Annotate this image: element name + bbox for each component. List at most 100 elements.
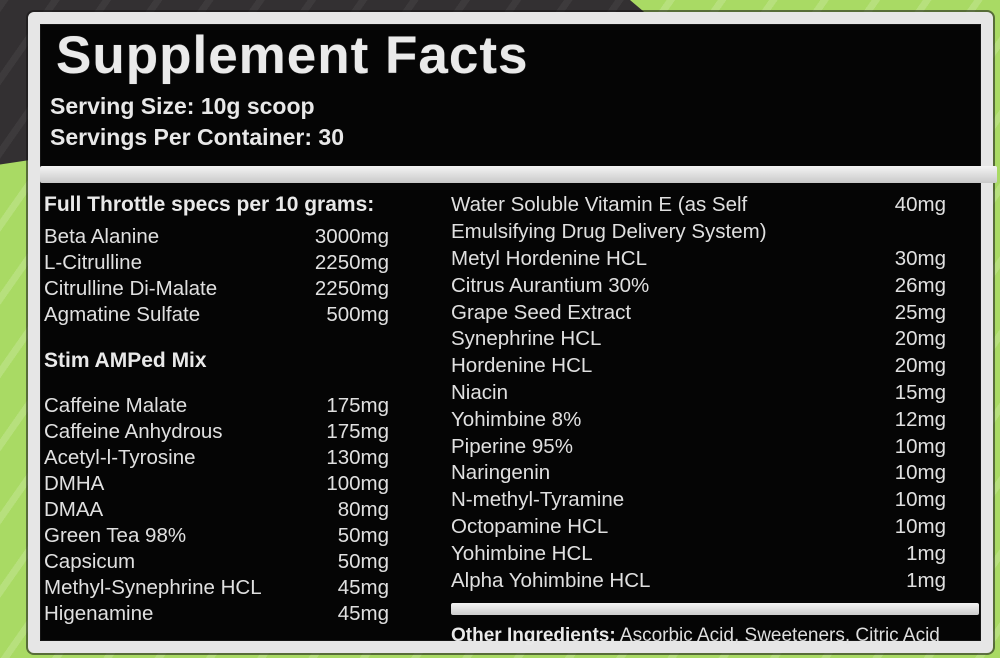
ingredient-amount: 2250mg bbox=[314, 251, 389, 275]
table-row: Citrus Aurantium 30% 26mg bbox=[451, 273, 979, 300]
ingredient-name: Caffeine Malate bbox=[44, 394, 188, 418]
table-row: Piperine 95% 10mg bbox=[451, 434, 979, 461]
table-row: N-methyl-Tyramine 10mg bbox=[451, 487, 979, 514]
supplement-facts-panel: Supplement Facts Serving Size: 10g scoop… bbox=[28, 12, 997, 653]
table-row: Methyl-Synephrine HCL 45mg bbox=[44, 575, 389, 601]
table-row: Emulsifying Drug Delivery System) bbox=[451, 219, 979, 246]
ingredient-name: Methyl-Synephrine HCL bbox=[44, 576, 262, 600]
other-ingredients-value: Ascorbic Acid, Sweeteners, Citric Acid bbox=[615, 625, 940, 647]
ingredient-name: DMAA bbox=[44, 498, 104, 522]
ingredient-amount: 1mg bbox=[906, 541, 946, 565]
table-row: DMAA 80mg bbox=[44, 497, 389, 523]
ingredient-amount: 10mg bbox=[894, 434, 946, 458]
other-ingredients-label: Other Ingredients: bbox=[451, 625, 616, 647]
ingredient-amount: 12mg bbox=[894, 407, 946, 431]
table-row: Water Soluble Vitamin E (as Self 40mg bbox=[451, 192, 979, 219]
ingredient-amount: 1mg bbox=[906, 568, 946, 592]
table-row: Citrulline Di-Malate 2250mg bbox=[44, 276, 389, 302]
left-column: Full Throttle specs per 10 grams: Beta A… bbox=[44, 192, 389, 648]
table-row: Caffeine Anhydrous 175mg bbox=[44, 419, 389, 445]
stim-amped-rows: Caffeine Malate 175mg Caffeine Anhydrous… bbox=[44, 393, 389, 627]
ingredient-amount: 40mg bbox=[894, 193, 946, 217]
table-row: Capsicum 50mg bbox=[44, 549, 389, 575]
section-heading-full-throttle: Full Throttle specs per 10 grams: bbox=[44, 193, 375, 217]
ingredient-amount: 50mg bbox=[337, 524, 389, 548]
ingredient-name: Acetyl-l-Tyrosine bbox=[44, 446, 196, 470]
panel-inner: Supplement Facts Serving Size: 10g scoop… bbox=[40, 24, 997, 646]
ingredient-amount: 10mg bbox=[894, 514, 946, 538]
ingredient-name: N-methyl-Tyramine bbox=[451, 488, 625, 512]
ingredient-name: L-Citrulline bbox=[44, 251, 142, 275]
ingredient-amount: 175mg bbox=[326, 394, 389, 418]
ingredient-name: Caffeine Anhydrous bbox=[44, 420, 223, 444]
ingredient-name: Yohimbine HCL bbox=[451, 541, 593, 565]
header-divider bbox=[40, 166, 997, 184]
ingredient-name: Naringenin bbox=[451, 461, 551, 485]
table-row: Acetyl-l-Tyrosine 130mg bbox=[44, 445, 389, 471]
ingredient-amount: 26mg bbox=[894, 273, 946, 297]
ingredient-name: Yohimbine 8% bbox=[451, 407, 582, 431]
table-row: Naringenin 10mg bbox=[451, 460, 979, 487]
table-row: Alpha Yohimbine HCL 1mg bbox=[451, 568, 979, 595]
ingredient-amount: 30mg bbox=[894, 246, 946, 270]
table-row: Green Tea 98% 50mg bbox=[44, 523, 389, 549]
ingredient-name: Synephrine HCL bbox=[451, 327, 602, 351]
ingredient-name: Emulsifying Drug Delivery System) bbox=[451, 220, 767, 244]
ingredient-amount: 20mg bbox=[894, 327, 946, 351]
other-ingredients-line: Other Ingredients: Ascorbic Acid, Sweete… bbox=[451, 624, 979, 648]
ingredient-name: Piperine 95% bbox=[451, 434, 573, 458]
ingredient-name: Hordenine HCL bbox=[451, 354, 593, 378]
ingredient-amount: 80mg bbox=[337, 498, 389, 522]
table-row: Niacin 15mg bbox=[451, 380, 979, 407]
other-ingredients-divider bbox=[451, 603, 979, 616]
table-row: Hordenine HCL 20mg bbox=[451, 353, 979, 380]
ingredient-name: Green Tea 98% bbox=[44, 524, 187, 548]
right-column: Water Soluble Vitamin E (as Self 40mg Em… bbox=[451, 192, 979, 648]
ingredient-amount: 45mg bbox=[337, 602, 389, 626]
ingredient-name: Niacin bbox=[451, 380, 508, 404]
table-row: Beta Alanine 3000mg bbox=[44, 224, 389, 250]
table-row: DMHA 100mg bbox=[44, 471, 389, 497]
facts-columns: Full Throttle specs per 10 grams: Beta A… bbox=[42, 192, 981, 648]
ingredient-name: Citrus Aurantium 30% bbox=[451, 273, 650, 297]
table-row: L-Citrulline 2250mg bbox=[44, 250, 389, 276]
ingredient-name: DMHA bbox=[44, 472, 105, 496]
ingredient-amount: 2250mg bbox=[314, 277, 389, 301]
ingredient-name: Water Soluble Vitamin E (as Self bbox=[451, 193, 748, 217]
ingredient-name: Octopamine HCL bbox=[451, 514, 609, 538]
ingredient-name: Metyl Hordenine HCL bbox=[451, 246, 647, 270]
table-row: Synephrine HCL 20mg bbox=[451, 326, 979, 353]
ingredient-name: Grape Seed Extract bbox=[451, 300, 632, 324]
section-heading-stim-amped: Stim AMPed Mix bbox=[44, 349, 207, 373]
table-row: Agmatine Sulfate 500mg bbox=[44, 302, 389, 328]
ingredient-name: Alpha Yohimbine HCL bbox=[451, 568, 651, 592]
ingredient-amount: 175mg bbox=[326, 420, 389, 444]
table-row: Higenamine 45mg bbox=[44, 601, 389, 627]
ingredient-name: Higenamine bbox=[44, 602, 154, 626]
ingredient-amount: 3000mg bbox=[314, 225, 389, 249]
ingredient-amount: 500mg bbox=[326, 303, 389, 327]
ingredient-amount: 100mg bbox=[326, 472, 389, 496]
ingredient-amount: 20mg bbox=[894, 354, 946, 378]
table-row: Yohimbine 8% 12mg bbox=[451, 407, 979, 434]
ingredient-amount: 25mg bbox=[894, 300, 946, 324]
table-row: Grape Seed Extract 25mg bbox=[451, 300, 979, 327]
right-column-rows: Water Soluble Vitamin E (as Self 40mg Em… bbox=[451, 192, 979, 594]
ingredient-amount: 50mg bbox=[337, 550, 389, 574]
ingredient-amount: 10mg bbox=[894, 461, 946, 485]
ingredient-amount: 130mg bbox=[326, 446, 389, 470]
table-row: Octopamine HCL 10mg bbox=[451, 514, 979, 541]
table-row: Caffeine Malate 175mg bbox=[44, 393, 389, 419]
serving-size-text: Serving Size: 10g scoop bbox=[50, 93, 315, 120]
servings-per-container-text: Servings Per Container: 30 bbox=[50, 124, 344, 151]
ingredient-name: Beta Alanine bbox=[44, 225, 160, 249]
ingredient-name: Capsicum bbox=[44, 550, 136, 574]
ingredient-name: Citrulline Di-Malate bbox=[44, 277, 218, 301]
table-row: Metyl Hordenine HCL 30mg bbox=[451, 246, 979, 273]
table-row: Yohimbine HCL 1mg bbox=[451, 541, 979, 568]
ingredient-amount: 10mg bbox=[894, 488, 946, 512]
ingredient-amount: 45mg bbox=[337, 576, 389, 600]
ingredient-name: Agmatine Sulfate bbox=[44, 303, 201, 327]
ingredient-amount: 15mg bbox=[894, 380, 946, 404]
full-throttle-rows: Beta Alanine 3000mg L-Citrulline 2250mg … bbox=[44, 224, 389, 328]
